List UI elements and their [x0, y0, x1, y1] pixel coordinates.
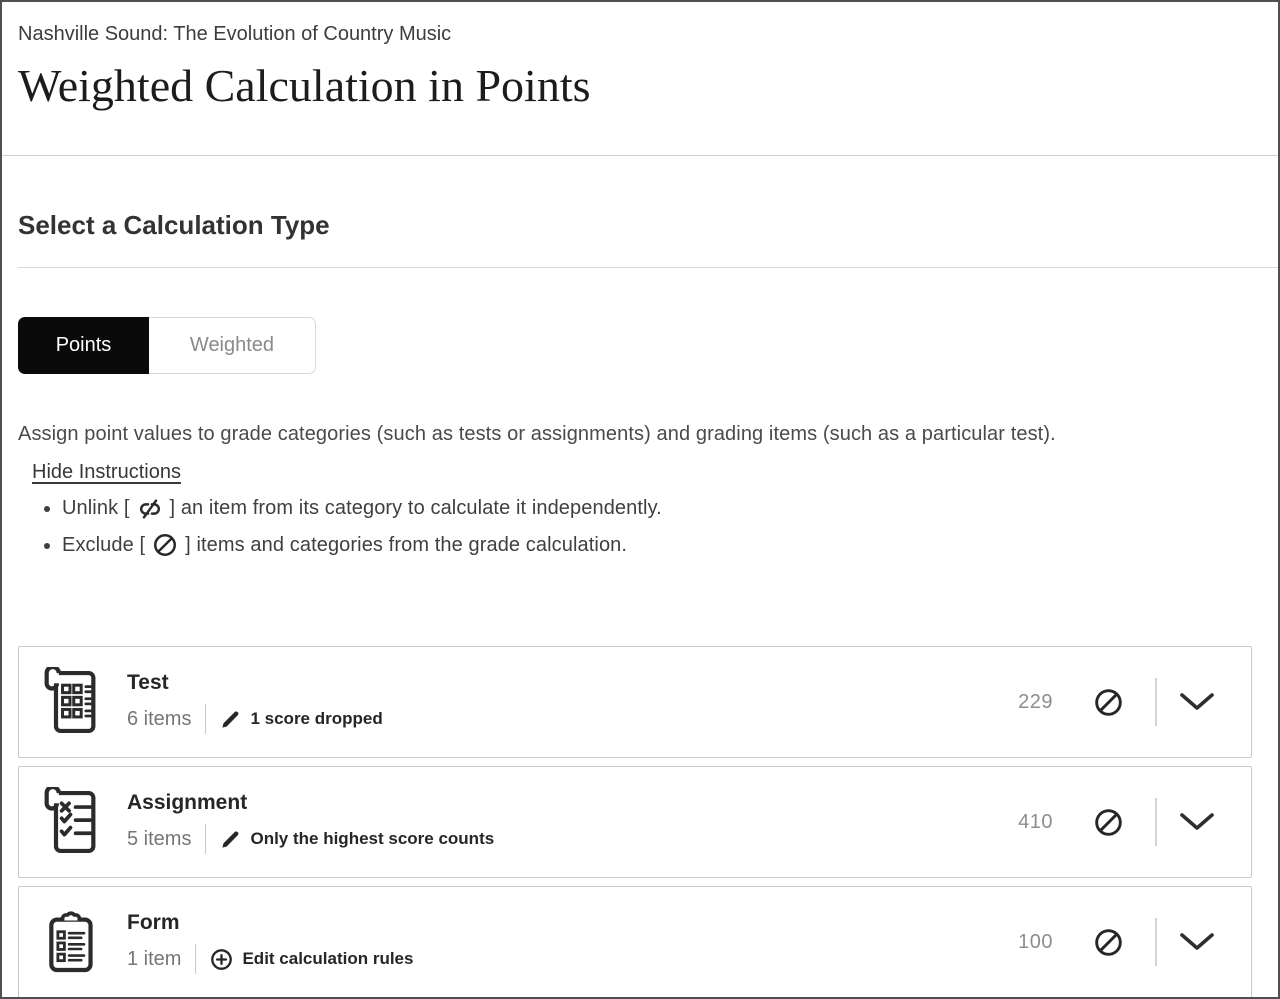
- rule-label: Edit calculation rules: [242, 949, 414, 968]
- chevron-down-icon: [1180, 933, 1214, 950]
- weighted-tab[interactable]: Weighted: [149, 317, 316, 374]
- controls-divider: [1155, 678, 1157, 726]
- hide-instructions-link[interactable]: Hide Instructions: [32, 461, 181, 483]
- category-row-assignment: Assignment 5 items Only the highest scor…: [18, 766, 1252, 878]
- category-info: Test 6 items 1 score dropped: [127, 670, 383, 734]
- pencil-icon: [222, 830, 239, 848]
- instruction-unlink: Unlink [ ] an item from its category to …: [62, 490, 1262, 527]
- edit-rule-button[interactable]: 1 score dropped: [220, 709, 383, 730]
- description-text: Assign point values to grade categories …: [18, 423, 1056, 445]
- chevron-down-icon: [1180, 813, 1214, 830]
- instructions-list: Unlink [ ] an item from its category to …: [18, 490, 1262, 564]
- category-meta: 5 items Only the highest score counts: [127, 824, 494, 854]
- item-count: 6 items: [127, 707, 192, 730]
- page-header: Nashville Sound: The Evolution of Countr…: [2, 2, 1278, 156]
- instruction-prefix: Exclude [: [62, 534, 146, 556]
- expand-button[interactable]: [1179, 812, 1215, 832]
- category-meta: 6 items 1 score dropped: [127, 704, 383, 734]
- category-name: Assignment: [127, 791, 248, 814]
- exclude-button[interactable]: [1093, 687, 1124, 718]
- breadcrumb: Nashville Sound: The Evolution of Countr…: [18, 23, 452, 45]
- edit-rule-button[interactable]: Only the highest score counts: [220, 829, 494, 850]
- category-row-test: Test 6 items 1 score dropped 229: [18, 646, 1252, 758]
- meta-divider: [205, 824, 207, 854]
- ban-icon: [1095, 928, 1122, 956]
- assignment-icon: [42, 787, 100, 857]
- ban-icon: [1095, 808, 1122, 836]
- rule-label: Only the highest score counts: [250, 829, 495, 848]
- category-info: Form 1 item Edit calculation rules: [127, 910, 413, 974]
- section-divider: [18, 267, 1278, 268]
- instruction-suffix: ] items and categories from the grade ca…: [185, 534, 628, 556]
- meta-divider: [195, 944, 197, 974]
- instruction-exclude: Exclude [ ] items and categories from th…: [62, 527, 1262, 564]
- calculation-type-toggle: Points Weighted: [18, 317, 1262, 374]
- unlink-icon: [139, 499, 160, 519]
- category-row-form: Form 1 item Edit calculation rules 100: [18, 886, 1252, 997]
- points-value[interactable]: 410: [1018, 810, 1053, 833]
- points-tab[interactable]: Points: [18, 317, 149, 374]
- item-count: 5 items: [127, 827, 192, 850]
- row-controls: 410: [1007, 798, 1251, 846]
- edit-calculation-rules-button[interactable]: Edit calculation rules: [210, 948, 413, 971]
- ban-icon: [1095, 688, 1122, 716]
- meta-divider: [205, 704, 207, 734]
- exclude-button[interactable]: [1093, 807, 1124, 838]
- test-icon: [42, 667, 100, 737]
- plus-circle-icon: [211, 948, 233, 970]
- page-title: Weighted Calculation in Points: [18, 60, 591, 111]
- rule-label: 1 score dropped: [250, 709, 383, 728]
- row-controls: 229: [1007, 678, 1251, 726]
- category-name: Form: [127, 911, 180, 934]
- expand-button[interactable]: [1179, 932, 1215, 952]
- category-name: Test: [127, 671, 169, 694]
- controls-divider: [1155, 918, 1157, 966]
- item-count: 1 item: [127, 947, 182, 970]
- main-content: Select a Calculation Type Points Weighte…: [2, 209, 1278, 997]
- points-value[interactable]: 229: [1018, 690, 1053, 713]
- category-list: Test 6 items 1 score dropped 229: [18, 646, 1252, 997]
- row-controls: 100: [1007, 918, 1251, 966]
- exclude-button[interactable]: [1093, 927, 1124, 958]
- instruction-suffix: ] an item from its category to calculate…: [169, 497, 662, 519]
- expand-button[interactable]: [1179, 692, 1215, 712]
- form-icon: [42, 907, 100, 977]
- pencil-icon: [222, 710, 239, 728]
- chevron-down-icon: [1180, 693, 1214, 710]
- instruction-prefix: Unlink [: [62, 497, 130, 519]
- points-value[interactable]: 100: [1018, 930, 1053, 953]
- section-heading: Select a Calculation Type: [18, 210, 330, 240]
- category-info: Assignment 5 items Only the highest scor…: [127, 790, 494, 854]
- category-meta: 1 item Edit calculation rules: [127, 944, 413, 974]
- controls-divider: [1155, 798, 1157, 846]
- ban-icon: [154, 534, 177, 556]
